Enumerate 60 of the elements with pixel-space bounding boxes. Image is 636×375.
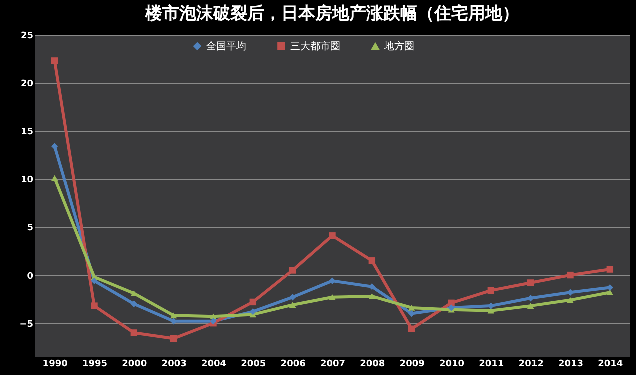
point <box>527 303 534 309</box>
x-tick-label: 2003 <box>162 360 187 370</box>
point <box>51 143 58 150</box>
x-tick-label: 2005 <box>241 360 266 370</box>
x-tick-label: 2007 <box>320 360 346 370</box>
y-tick-label: 20 <box>20 80 34 90</box>
point <box>488 308 495 314</box>
legend-label: 全国平均 <box>206 40 246 52</box>
point <box>567 297 574 304</box>
point <box>408 305 416 311</box>
point <box>606 266 614 273</box>
x-tick-label: 2011 <box>479 360 504 370</box>
point <box>488 287 495 294</box>
point <box>210 314 217 320</box>
point <box>289 294 296 301</box>
point <box>606 290 614 296</box>
x-tick-label: 2009 <box>400 360 425 370</box>
y-tick-label: 25 <box>20 32 34 42</box>
point <box>91 302 98 310</box>
legend-label: 地方圈 <box>384 40 414 53</box>
x-tick-label: 2013 <box>558 360 584 370</box>
x-tick-label: 2004 <box>201 360 227 370</box>
chart-title: 楼市泡沫破裂后，日本房地产涨跌幅（住宅用地） <box>144 4 520 24</box>
point <box>51 175 58 182</box>
point <box>250 298 257 306</box>
point <box>91 278 98 284</box>
point <box>329 294 336 300</box>
y-tick-label: 10 <box>20 176 34 186</box>
point <box>329 278 336 284</box>
x-tick-label: 2008 <box>360 360 386 370</box>
point <box>170 335 178 342</box>
y-tick-label: 15 <box>20 128 34 138</box>
point <box>368 294 376 300</box>
point <box>170 312 178 319</box>
point <box>448 304 455 312</box>
point <box>408 310 416 318</box>
point <box>51 58 58 64</box>
point <box>448 300 455 307</box>
x-tick-label: 2000 <box>122 360 148 370</box>
x-tick-label: 2010 <box>439 360 465 370</box>
x-tick-label: 1990 <box>42 360 68 370</box>
x-tick-label: 2014 <box>598 360 624 370</box>
x-tick-label: 2012 <box>518 360 544 370</box>
point <box>527 280 534 286</box>
x-tick-label: 1995 <box>82 360 108 370</box>
point <box>289 302 296 308</box>
point <box>408 326 416 332</box>
point <box>329 232 336 240</box>
point <box>368 258 376 264</box>
x-tick-label: 2006 <box>280 360 306 370</box>
legend-label: 三大都市圈 <box>290 40 340 52</box>
point <box>130 300 138 308</box>
point <box>250 308 257 316</box>
y-tick-label: 0 <box>27 272 34 282</box>
point <box>567 272 574 279</box>
y-tick-label: 5 <box>27 224 34 234</box>
point <box>289 267 296 274</box>
point <box>567 289 574 296</box>
y-tick-label: −5 <box>20 320 34 330</box>
point <box>130 330 138 336</box>
